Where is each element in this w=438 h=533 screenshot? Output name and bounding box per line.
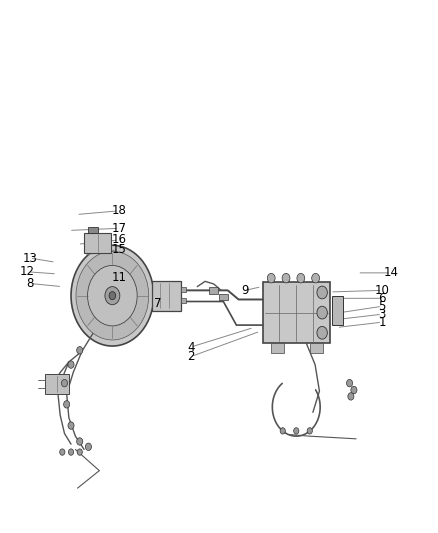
- Circle shape: [60, 449, 65, 455]
- Circle shape: [76, 252, 149, 340]
- Text: 13: 13: [22, 252, 37, 264]
- Text: 15: 15: [111, 243, 126, 256]
- Circle shape: [77, 346, 83, 354]
- Text: 4: 4: [187, 341, 194, 353]
- Text: 18: 18: [111, 204, 126, 217]
- Text: 11: 11: [111, 271, 127, 284]
- Circle shape: [109, 292, 116, 300]
- FancyBboxPatch shape: [209, 287, 218, 294]
- Circle shape: [68, 449, 74, 455]
- Text: 16: 16: [111, 233, 127, 246]
- Text: 2: 2: [187, 350, 194, 363]
- FancyBboxPatch shape: [271, 343, 284, 353]
- Text: 14: 14: [383, 266, 399, 279]
- Circle shape: [282, 273, 290, 283]
- Circle shape: [105, 287, 120, 305]
- FancyBboxPatch shape: [311, 343, 323, 353]
- Text: 7: 7: [154, 297, 162, 310]
- Circle shape: [64, 401, 70, 408]
- FancyBboxPatch shape: [181, 298, 186, 303]
- Circle shape: [88, 265, 137, 326]
- FancyBboxPatch shape: [45, 374, 69, 394]
- Circle shape: [77, 449, 82, 455]
- Circle shape: [307, 427, 312, 434]
- Text: 6: 6: [378, 292, 386, 305]
- FancyBboxPatch shape: [219, 294, 228, 301]
- Circle shape: [267, 273, 275, 283]
- Text: 17: 17: [111, 222, 127, 235]
- Circle shape: [297, 273, 305, 283]
- Circle shape: [280, 427, 286, 434]
- Circle shape: [317, 286, 327, 299]
- Text: 9: 9: [241, 284, 249, 297]
- Circle shape: [71, 245, 154, 346]
- FancyBboxPatch shape: [262, 282, 330, 343]
- Text: 10: 10: [375, 284, 390, 297]
- FancyBboxPatch shape: [181, 287, 186, 292]
- Circle shape: [346, 379, 353, 387]
- FancyBboxPatch shape: [152, 281, 181, 311]
- Circle shape: [85, 443, 92, 450]
- Circle shape: [317, 306, 327, 319]
- Text: 1: 1: [378, 316, 386, 329]
- Circle shape: [61, 379, 67, 387]
- Circle shape: [348, 393, 354, 400]
- Circle shape: [77, 438, 83, 445]
- Text: 8: 8: [26, 277, 33, 290]
- Circle shape: [317, 326, 327, 339]
- Circle shape: [68, 422, 74, 429]
- Text: 12: 12: [20, 265, 35, 278]
- Circle shape: [351, 386, 357, 394]
- Text: 3: 3: [378, 308, 386, 321]
- Circle shape: [293, 427, 299, 434]
- FancyBboxPatch shape: [332, 296, 343, 325]
- Text: 5: 5: [378, 300, 386, 313]
- Circle shape: [312, 273, 320, 283]
- FancyBboxPatch shape: [88, 227, 98, 233]
- FancyBboxPatch shape: [84, 233, 111, 253]
- Circle shape: [68, 361, 74, 368]
